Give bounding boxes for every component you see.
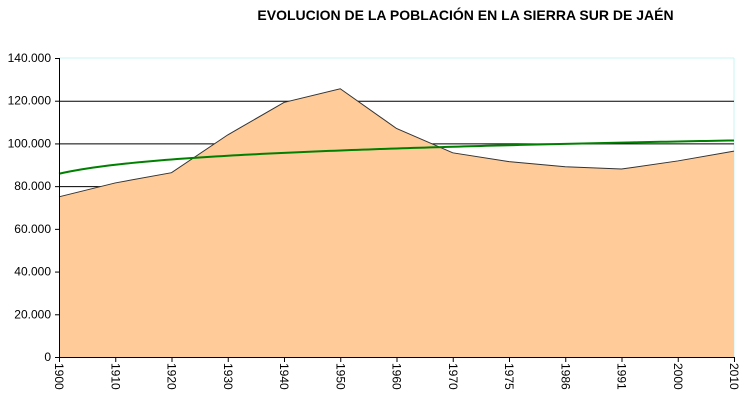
x-tick-label: 1975 [502, 363, 516, 390]
y-tick-label: 0 [44, 350, 51, 364]
population-line [58, 88, 735, 198]
x-tick-label: 1930 [221, 363, 235, 390]
x-tick-label: 1900 [52, 363, 66, 390]
y-tick-label: 100.000 [8, 136, 52, 150]
y-tick-label: 60.000 [14, 222, 51, 236]
x-tick-label: 2010 [727, 363, 741, 390]
y-tick-label: 80.000 [14, 179, 51, 193]
x-tick-label: 1940 [277, 363, 291, 390]
x-tick-label: 1910 [108, 363, 122, 390]
x-tick-label: 1991 [615, 363, 629, 390]
y-tick-label: 20.000 [14, 307, 51, 321]
x-tick-label: 1970 [446, 363, 460, 390]
x-tick-label: 1986 [558, 363, 572, 390]
x-tick-label: 1950 [333, 363, 347, 390]
y-tick-label: 40.000 [14, 265, 51, 279]
x-tick-label: 1960 [390, 363, 404, 390]
chart-title: EVOLUCION DE LA POBLACIÓN EN LA SIERRA S… [257, 7, 674, 23]
x-tick-label: 2000 [671, 363, 685, 390]
y-tick-label: 140.000 [8, 51, 52, 65]
x-tick-label: 1920 [165, 363, 179, 390]
y-tick-label: 120.000 [8, 94, 52, 108]
trendline [58, 139, 735, 175]
